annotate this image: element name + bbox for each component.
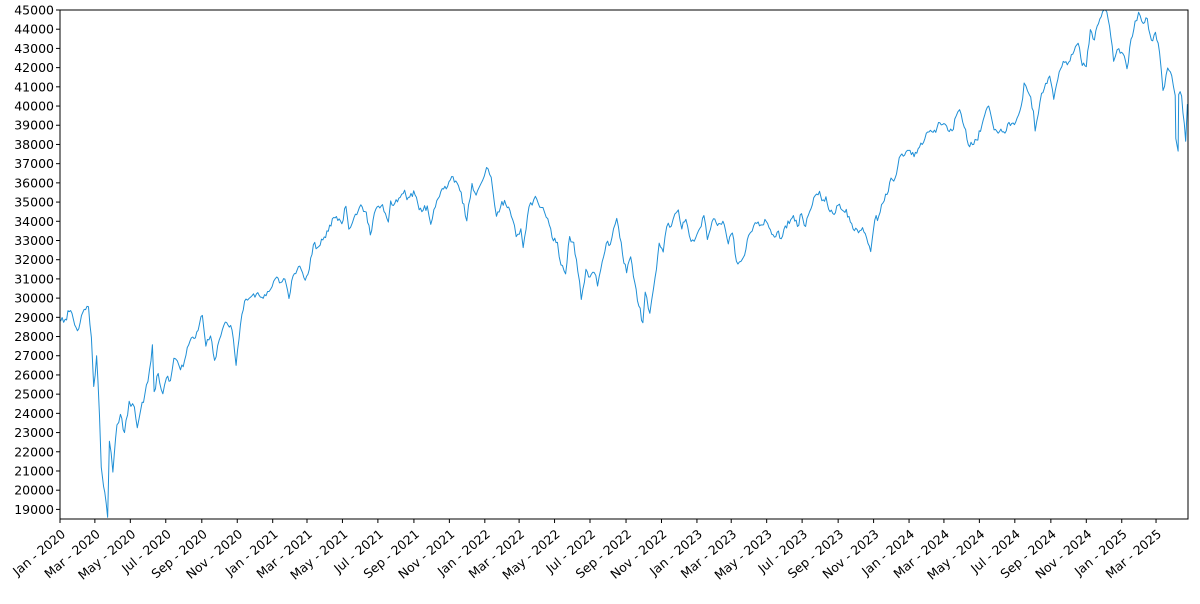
y-tick-label: 20000 [14, 483, 54, 498]
y-tick-label: 34000 [14, 214, 54, 229]
y-axis: 19000 20000 21000 22000 23000 24000 25000 26000… [14, 3, 60, 517]
y-tick-label: 30000 [14, 291, 54, 306]
y-tick-label: 24000 [14, 406, 54, 421]
y-tick-label: 33000 [14, 233, 54, 248]
y-tick-label: 23000 [14, 425, 54, 440]
series-line [60, 9, 1188, 518]
y-tick-label: 26000 [14, 367, 54, 382]
y-tick-label: 36000 [14, 175, 54, 190]
plot-frame [59, 9, 1189, 520]
y-tick-label: 45000 [14, 3, 54, 18]
y-tick-label: 31000 [14, 271, 54, 286]
y-tick-label: 21000 [14, 463, 54, 478]
y-tick-label: 25000 [14, 387, 54, 402]
y-tick-label: 35000 [14, 195, 54, 210]
y-tick-label: 19000 [14, 502, 54, 517]
y-tick-label: 43000 [14, 41, 54, 56]
y-tick-label: 40000 [14, 99, 54, 114]
y-tick-label: 22000 [14, 444, 54, 459]
y-tick-label: 42000 [14, 60, 54, 75]
y-tick-label: 29000 [14, 310, 54, 325]
y-tick-label: 44000 [14, 22, 54, 37]
y-tick-label: 28000 [14, 329, 54, 344]
y-tick-label: 27000 [14, 348, 54, 363]
y-tick-label: 38000 [14, 137, 54, 152]
y-tick-label: 41000 [14, 79, 54, 94]
y-tick-label: 39000 [14, 118, 54, 133]
y-tick-label: 32000 [14, 252, 54, 267]
y-tick-label: 37000 [14, 156, 54, 171]
plot-area [60, 9, 1188, 518]
